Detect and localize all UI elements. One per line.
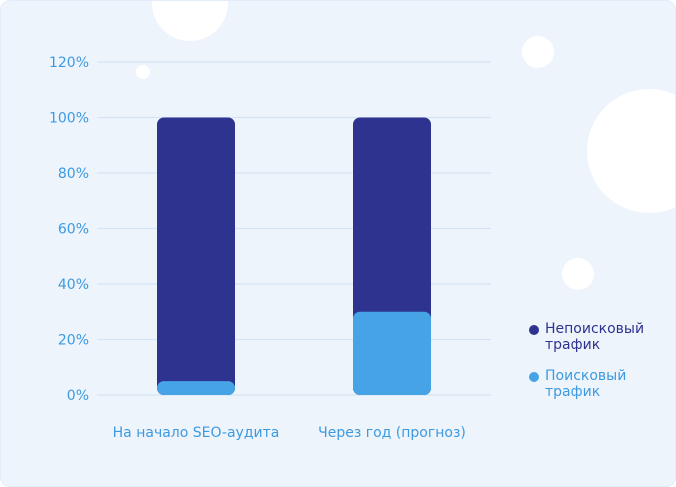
x-tick-label: На начало SEO-аудита [113, 425, 280, 441]
y-tick-label: 40% [58, 277, 89, 293]
legend-dot-icon [529, 372, 539, 382]
y-tick-label: 20% [58, 333, 89, 349]
decor-circle [562, 258, 594, 290]
y-tick-label: 60% [58, 222, 89, 238]
decor-circle [136, 65, 150, 79]
x-tick-label: Через год (прогноз) [318, 425, 466, 441]
y-tick-label: 120% [49, 55, 89, 71]
decor-circle [522, 36, 554, 68]
decor-circle [587, 89, 675, 213]
bar-segment-search [157, 381, 235, 395]
bar-segment-search [353, 311, 431, 395]
legend-label: Поисковый трафик [545, 368, 627, 400]
decor-circle [152, 1, 228, 41]
legend-label: Непоисковый трафик [545, 321, 645, 353]
legend-dot-icon [529, 325, 539, 335]
y-tick-label: 80% [58, 166, 89, 182]
y-tick-label: 0% [67, 388, 89, 404]
y-tick-label: 100% [49, 111, 89, 127]
bar-segment-non-search [157, 117, 235, 395]
decorative-circles [136, 1, 675, 290]
